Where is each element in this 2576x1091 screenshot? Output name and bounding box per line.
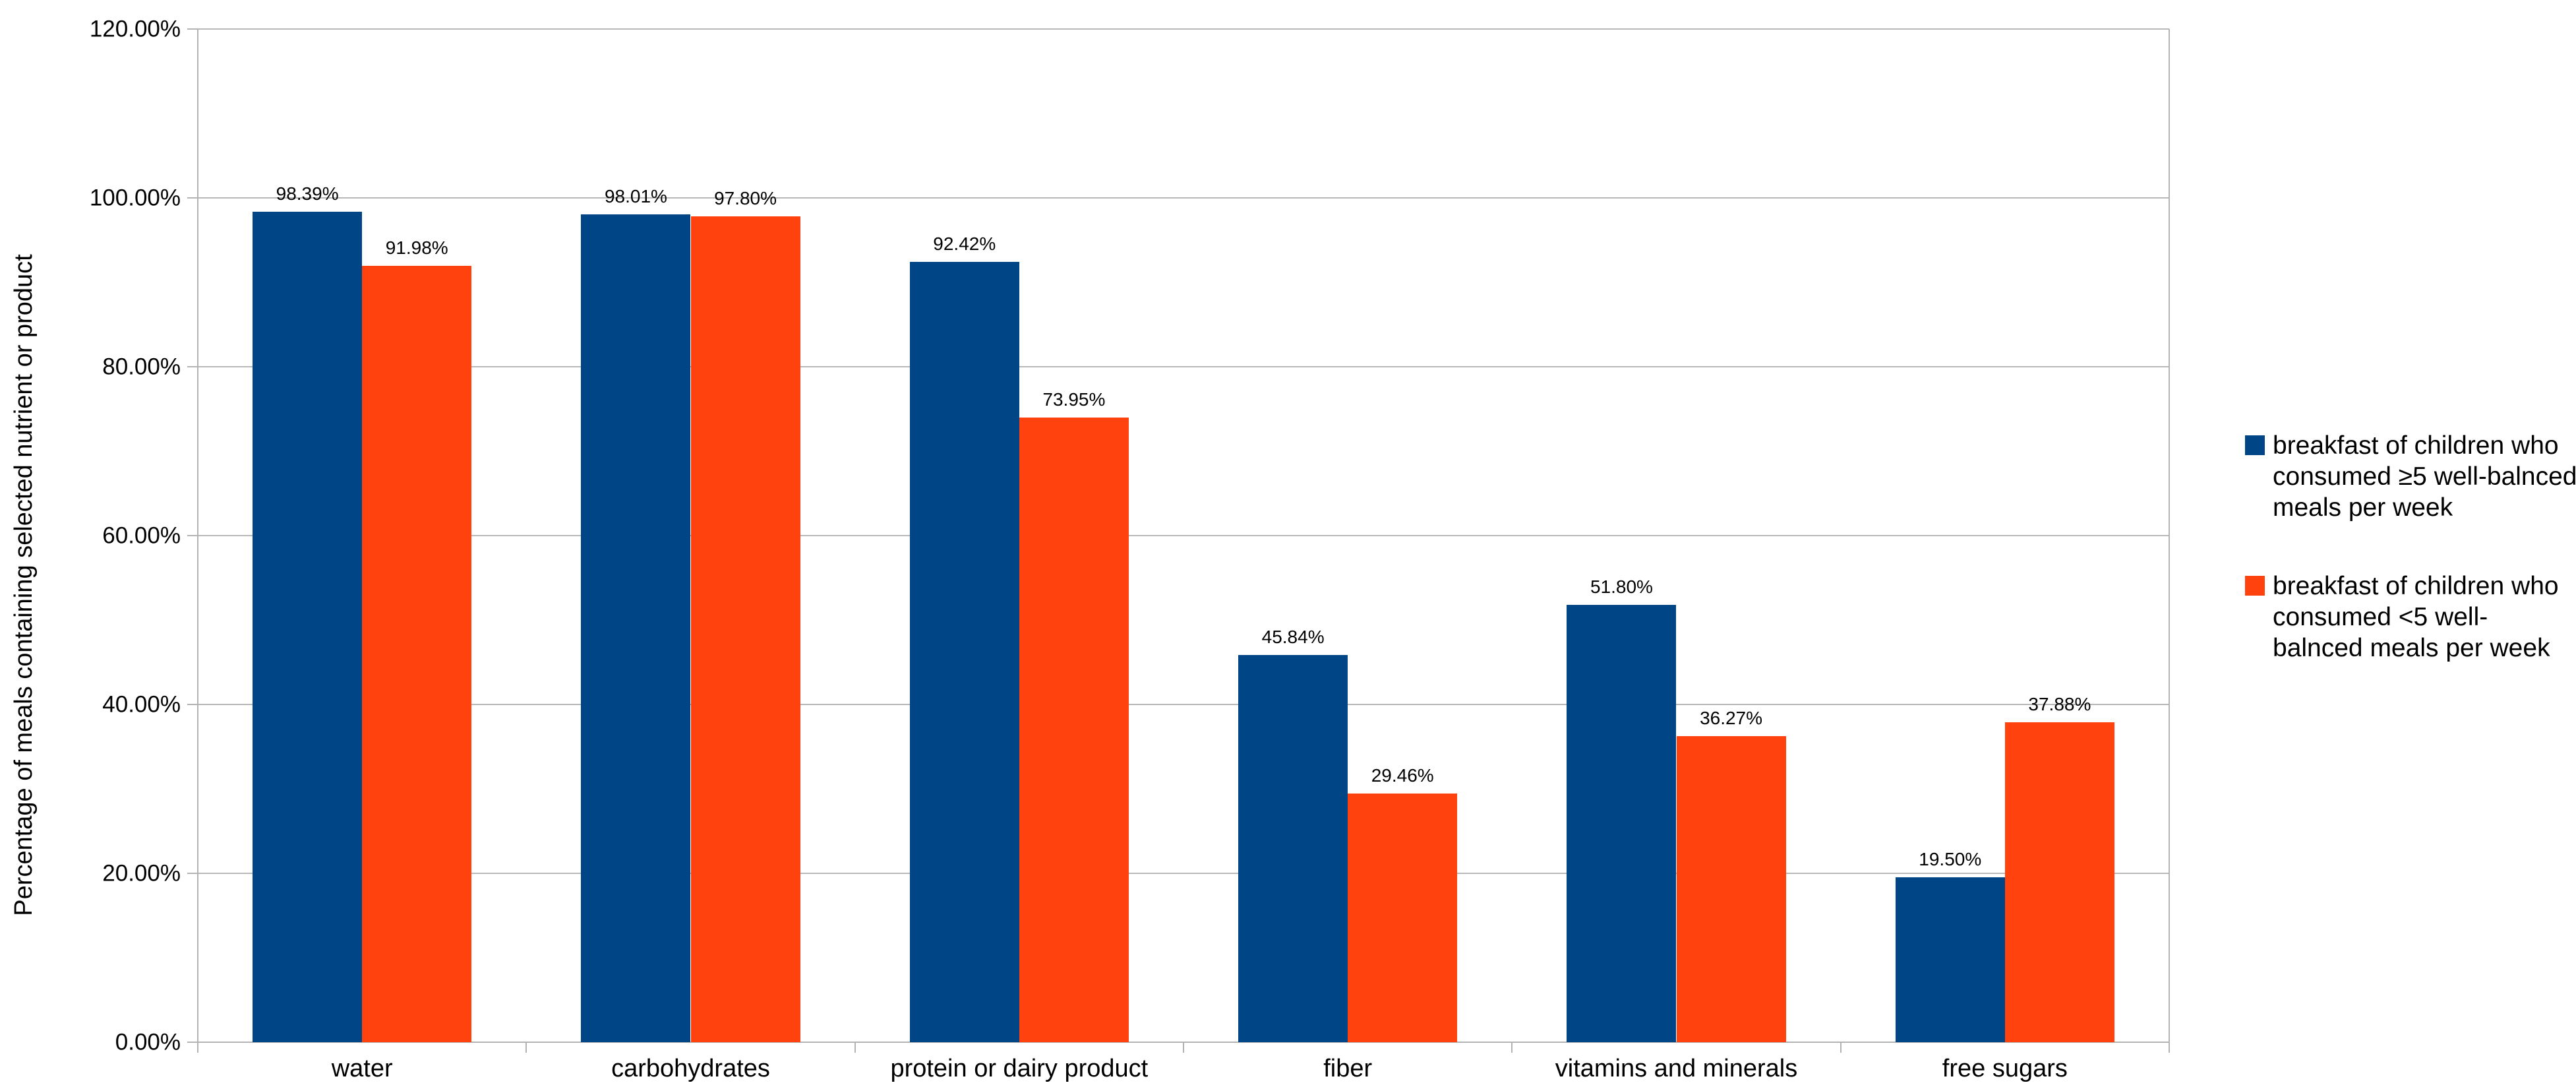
value-label-s2-protein-or-dairy-product: 73.95% (1042, 389, 1106, 410)
bar-s1-vitamins-and-minerals (1567, 604, 1677, 1042)
x-tick-mark-0 (197, 1042, 198, 1053)
bar-s1-carbohydrates (581, 214, 691, 1042)
legend-item-series2: breakfast of children who consumed <5 we… (2245, 571, 2576, 664)
y-tick-mark-40 (187, 704, 198, 705)
x-tick-mark-5 (1840, 1042, 1842, 1053)
bar-s2-fiber (1348, 793, 1458, 1042)
value-label-s2-carbohydrates: 97.80% (714, 188, 777, 209)
x-tick-mark-1 (525, 1042, 527, 1053)
bar-s1-water (253, 211, 363, 1042)
y-axis-line (197, 29, 198, 1044)
x-category-label-fiber: fiber (1323, 1055, 1373, 1082)
y-tick-label-100: 100.00% (89, 185, 181, 211)
gridline-100 (198, 197, 2169, 199)
y-tick-label-80: 80.00% (102, 354, 181, 380)
y-tick-label-120: 120.00% (89, 16, 181, 42)
gridline-20 (198, 873, 2169, 874)
bar-s2-protein-or-dairy-product (1019, 418, 1129, 1042)
gridline-120 (198, 28, 2169, 30)
value-label-s2-vitamins-and-minerals: 36.27% (1700, 707, 1763, 728)
value-label-s2-water: 91.98% (385, 237, 448, 258)
x-tick-mark-4 (1511, 1042, 1513, 1053)
y-tick-mark-60 (187, 535, 198, 536)
value-label-s2-free-sugars: 37.88% (2028, 694, 2091, 715)
y-tick-mark-20 (187, 873, 198, 874)
y-tick-mark-100 (187, 197, 198, 199)
gridline-80 (198, 366, 2169, 367)
y-tick-label-60: 60.00% (102, 522, 181, 549)
y-tick-mark-0 (187, 1042, 198, 1043)
value-label-s1-vitamins-and-minerals: 51.80% (1590, 576, 1653, 597)
x-category-label-vitamins-and-minerals: vitamins and minerals (1555, 1055, 1798, 1082)
value-label-s1-free-sugars: 19.50% (1919, 849, 1982, 870)
bar-s2-vitamins-and-minerals (1676, 735, 1786, 1042)
x-tick-mark-2 (854, 1042, 856, 1053)
x-tick-mark-6 (2169, 1042, 2170, 1053)
bar-s2-water (362, 265, 472, 1042)
legend-label-series1: breakfast of children who consumed ≥5 we… (2273, 431, 2576, 522)
y-axis-title: Percentage of meals containing selected … (10, 254, 38, 916)
bar-s1-protein-or-dairy-product (909, 262, 1019, 1042)
y-tick-mark-120 (187, 28, 198, 30)
x-category-label-free-sugars: free sugars (1942, 1055, 2068, 1082)
value-label-s1-protein-or-dairy-product: 92.42% (933, 234, 996, 255)
bar-s1-free-sugars (1895, 877, 2005, 1042)
x-category-label-carbohydrates: carbohydrates (611, 1055, 770, 1082)
legend-label-series2: breakfast of children who consumed <5 we… (2273, 572, 2559, 662)
y-tick-label-0: 0.00% (115, 1029, 181, 1055)
value-label-s1-water: 98.39% (276, 183, 339, 204)
value-label-s2-fiber: 29.46% (1371, 764, 1434, 786)
gridline-60 (198, 535, 2169, 536)
y-tick-mark-80 (187, 366, 198, 367)
x-category-label-protein-or-dairy-product: protein or dairy product (890, 1055, 1149, 1082)
x-category-label-water: water (331, 1055, 393, 1082)
legend-swatch-series2-icon (2245, 576, 2265, 596)
legend: breakfast of children who consumed ≥5 we… (2245, 430, 2576, 664)
y-tick-label-20: 20.00% (102, 860, 181, 887)
y-tick-label-40: 40.00% (102, 691, 181, 718)
plot-right-border (2169, 29, 2170, 1044)
value-label-s1-carbohydrates: 98.01% (604, 186, 667, 207)
legend-item-series1: breakfast of children who consumed ≥5 we… (2245, 430, 2576, 523)
bar-s2-free-sugars (2004, 722, 2114, 1042)
bar-s2-carbohydrates (690, 216, 800, 1042)
gridline-40 (198, 704, 2169, 705)
value-label-s1-fiber: 45.84% (1261, 627, 1325, 648)
x-tick-mark-3 (1183, 1042, 1184, 1053)
legend-swatch-series1-icon (2245, 435, 2265, 455)
bar-s1-fiber (1238, 655, 1348, 1042)
